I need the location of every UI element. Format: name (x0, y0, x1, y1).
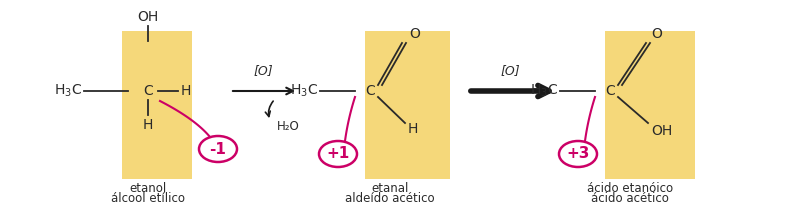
Text: H: H (181, 84, 191, 98)
Text: O: O (409, 27, 420, 41)
Text: aldeído acético: aldeído acético (345, 192, 434, 205)
Bar (122, 31, 192, 179)
Text: -1: -1 (209, 141, 227, 157)
Text: H₂O: H₂O (276, 121, 299, 134)
Text: ácido acético: ácido acético (591, 192, 669, 205)
Text: H$_3$C: H$_3$C (530, 83, 558, 99)
Text: etanol: etanol (129, 181, 167, 195)
Text: C: C (365, 84, 375, 98)
Bar (365, 31, 450, 179)
Text: H$_3$C: H$_3$C (54, 83, 82, 99)
Text: H: H (142, 118, 153, 132)
Text: H$_3$C: H$_3$C (290, 83, 318, 99)
Text: H: H (408, 122, 418, 136)
Text: +1: +1 (327, 147, 349, 162)
Text: +3: +3 (567, 147, 589, 162)
Text: álcool etílico: álcool etílico (111, 192, 185, 205)
Text: OH: OH (652, 124, 673, 138)
Text: [O]: [O] (501, 65, 519, 78)
Text: O: O (652, 27, 663, 41)
Text: C: C (605, 84, 615, 98)
Text: C: C (143, 84, 153, 98)
Text: etanal: etanal (371, 181, 408, 195)
Text: ácido etanóico: ácido etanóico (587, 181, 673, 195)
Text: OH: OH (138, 10, 159, 24)
Bar (605, 31, 695, 179)
Text: [O]: [O] (253, 65, 273, 78)
